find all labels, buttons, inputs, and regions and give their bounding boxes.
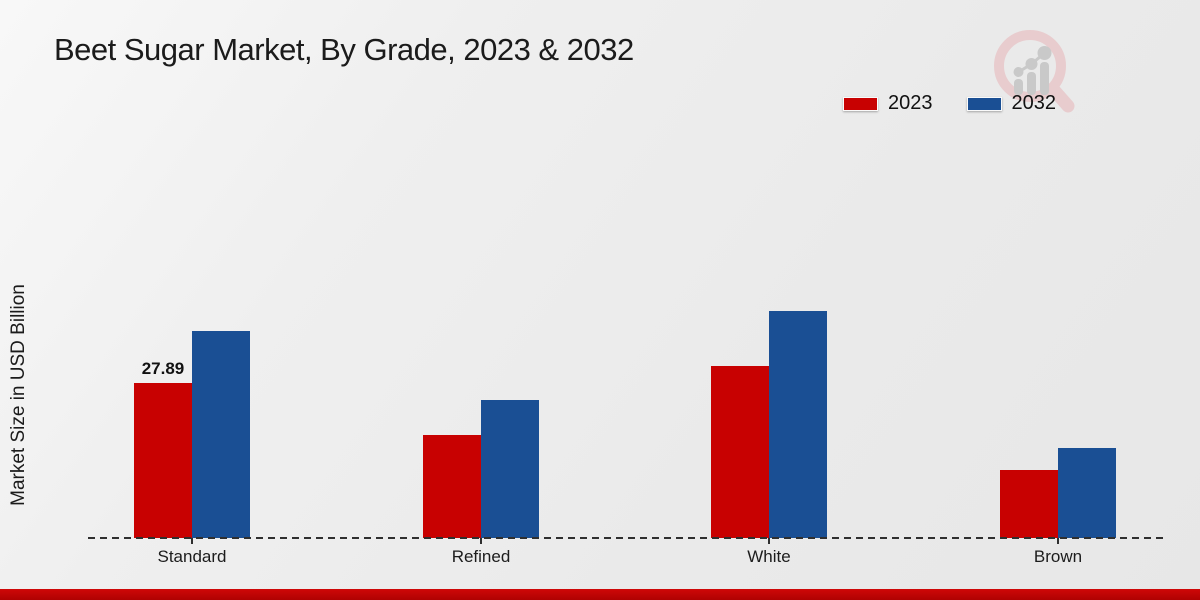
legend-item-2023: 2023	[843, 92, 933, 115]
bar-2032-standard	[192, 331, 250, 538]
category-label-refined: Refined	[451, 547, 511, 566]
legend-label-2023: 2023	[888, 92, 933, 114]
bar-2023-brown	[1000, 470, 1058, 538]
bar-value-label: 27.89	[141, 359, 185, 378]
bar-2023-white	[711, 366, 769, 538]
x-axis-dashed-line	[88, 537, 1163, 539]
category-label-white: White	[747, 547, 791, 566]
legend: 2023 2032	[843, 92, 1056, 115]
chart-title: Beet Sugar Market, By Grade, 2023 & 2032	[54, 32, 634, 67]
bar-2032-refined	[481, 400, 539, 538]
legend-item-2032: 2032	[966, 92, 1057, 115]
x-axis-tick	[191, 538, 193, 544]
bar-2032-white	[769, 311, 827, 538]
magnifier-growth-chart-logo-icon	[994, 30, 1075, 113]
footer-red-strip	[0, 589, 1200, 600]
x-axis-tick	[480, 538, 482, 544]
x-axis-tick	[768, 538, 770, 544]
legend-label-2032: 2032	[1011, 92, 1057, 114]
legend-swatch-2023	[843, 96, 878, 111]
x-axis-tick	[1057, 538, 1059, 544]
bar-2023-refined	[423, 435, 481, 538]
bar-2032-brown	[1058, 448, 1116, 538]
bar-2023-standard	[134, 383, 192, 538]
category-label-standard: Standard	[157, 547, 227, 566]
legend-swatch-2032	[966, 96, 1002, 111]
category-label-brown: Brown	[1033, 547, 1083, 566]
